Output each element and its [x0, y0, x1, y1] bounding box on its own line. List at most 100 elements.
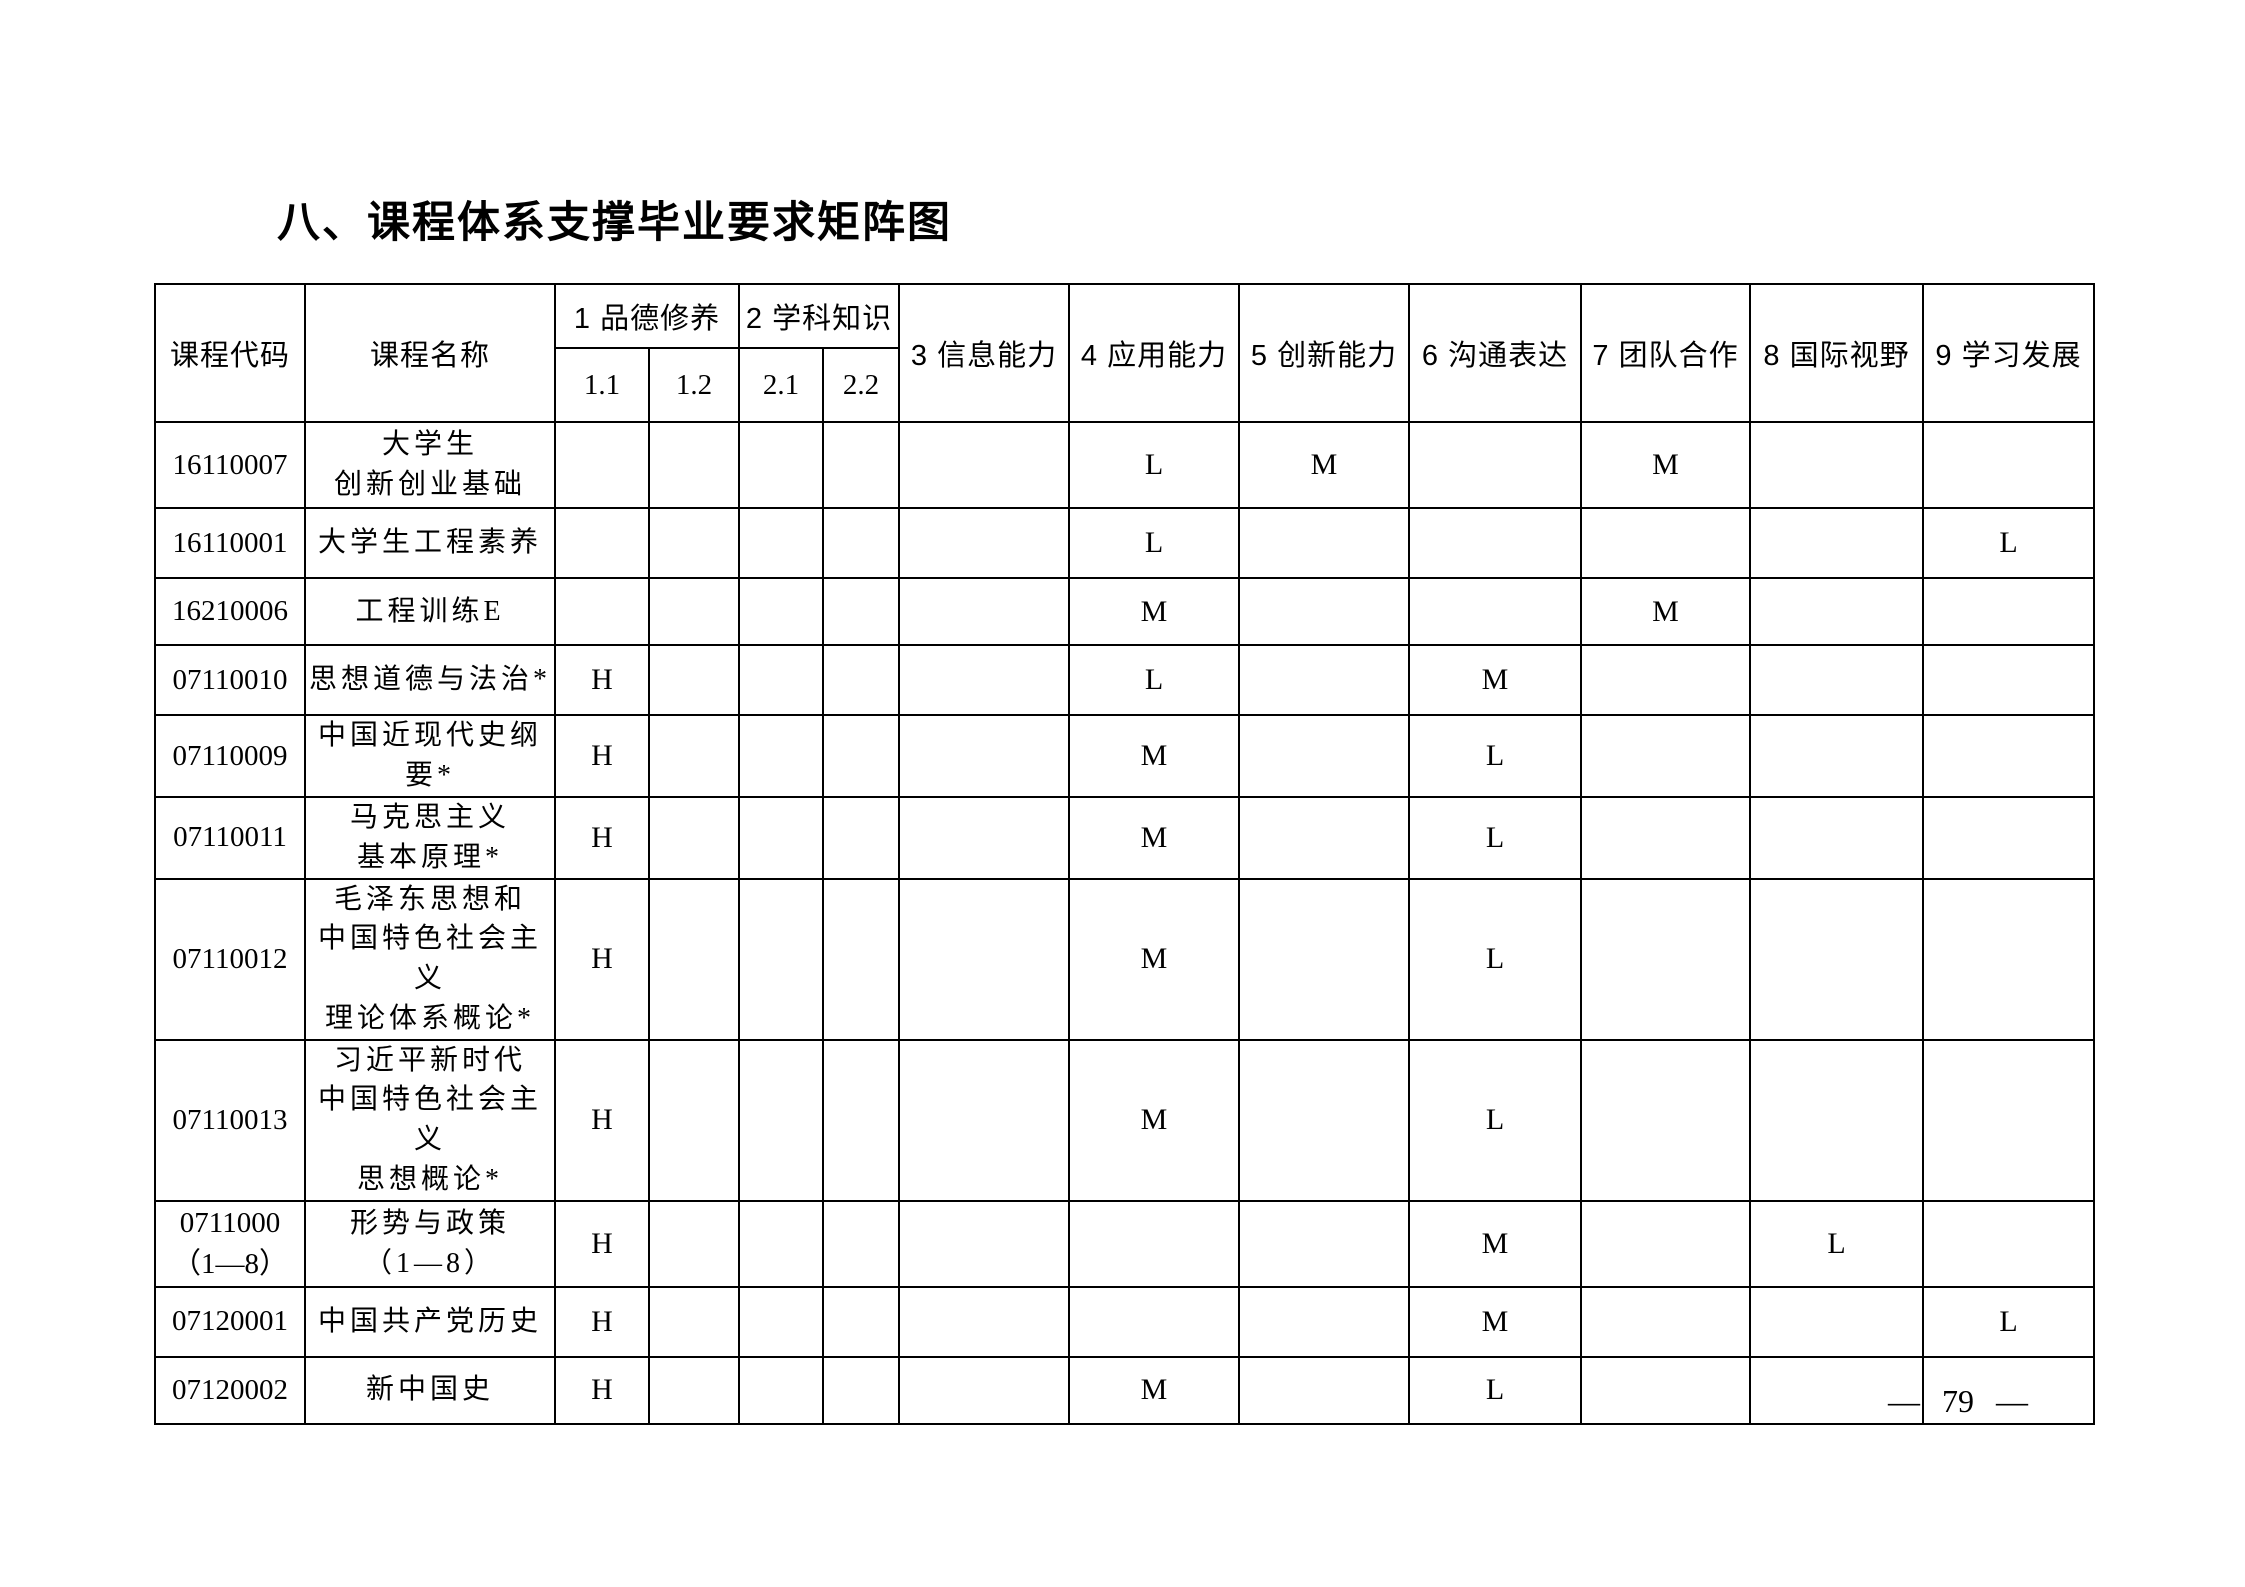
table-row: 0711000 （1—8） 形势与政策 （1—8） H M L — [154, 1199, 2095, 1288]
header-col-7: 7 团队合作 — [1580, 283, 1751, 423]
course-name-line: 中国共产党历史 — [317, 1305, 542, 1337]
matrix-value-cell: M — [1068, 1355, 1240, 1425]
matrix-value-cell — [738, 421, 824, 509]
matrix-value-cell — [738, 1355, 824, 1425]
matrix-value-cell: H — [554, 714, 650, 798]
course-name-cell: 中国近现代史纲要* — [304, 714, 556, 798]
matrix-value-cell: M — [1068, 577, 1240, 646]
course-name-line: 思想概论* — [356, 1163, 503, 1195]
matrix-value-cell: H — [554, 1285, 650, 1358]
course-code-cell: 0711000 （1—8） — [154, 1199, 306, 1288]
header-sub-2.1: 2.1 — [738, 347, 824, 423]
matrix-value-cell: L — [1408, 1355, 1582, 1425]
matrix-value-cell — [738, 714, 824, 798]
matrix-value-cell — [1922, 577, 2095, 646]
matrix-value-cell: L — [1922, 1285, 2095, 1358]
matrix-value-cell: L — [1068, 507, 1240, 579]
header-course-code: 课程代码 — [154, 283, 306, 423]
matrix-table: 课程代码 课程名称 1 品德修养 2 学科知识 3 信息能力 4 应用能力 5 创新能力 6 … — [154, 283, 2095, 1425]
matrix-value-cell — [898, 507, 1070, 579]
matrix-value-cell — [648, 577, 740, 646]
matrix-value-cell — [822, 795, 900, 880]
matrix-value-cell — [1580, 795, 1751, 880]
matrix-value-cell — [1922, 877, 2095, 1041]
course-name-cell: 大学生工程素养 — [304, 507, 556, 579]
section-title: 八、课程体系支撑毕业要求矩阵图 — [277, 199, 952, 247]
course-code-line: 07110012 — [172, 942, 288, 975]
course-name-line: 大学生工程素养 — [317, 527, 542, 559]
matrix-value-cell — [898, 1355, 1070, 1425]
course-name-line: 理论体系概论* — [324, 1002, 535, 1034]
course-code-line: 07110010 — [172, 663, 288, 696]
matrix-value-cell — [1238, 877, 1410, 1041]
matrix-value-cell — [1749, 1285, 1924, 1358]
course-name-cell: 大学生 创新创业基础 — [304, 421, 556, 509]
matrix-value-cell — [1580, 1038, 1751, 1202]
matrix-value-cell: L — [1068, 421, 1240, 509]
header-col-5: 5 创新能力 — [1238, 283, 1410, 423]
matrix-value-cell — [648, 421, 740, 509]
matrix-value-cell — [1238, 577, 1410, 646]
header-col-4: 4 应用能力 — [1068, 283, 1240, 423]
matrix-value-cell — [648, 1199, 740, 1288]
course-name-line: 创新创业基础 — [333, 469, 526, 500]
matrix-value-cell — [1749, 1355, 1924, 1425]
matrix-value-cell: M — [1068, 1038, 1240, 1202]
course-name-cell: 马克思主义基本原理* — [304, 795, 556, 880]
course-code-line: 07120001 — [172, 1305, 288, 1338]
matrix-value-cell — [822, 1285, 900, 1358]
matrix-value-cell: M — [1408, 1285, 1582, 1358]
course-name-line: 中国近现代史纲要* — [317, 720, 542, 791]
course-name-cell: 思想道德与法治* — [304, 644, 556, 716]
matrix-value-cell — [822, 1199, 900, 1288]
course-code-line: 16110001 — [172, 526, 288, 559]
matrix-value-cell: M — [1580, 577, 1751, 646]
matrix-value-cell — [1749, 421, 1924, 509]
matrix-value-cell: H — [554, 1038, 650, 1202]
matrix-value-cell: L — [1408, 1038, 1582, 1202]
matrix-value-cell — [648, 1355, 740, 1425]
course-code-cell: 16110007 — [154, 421, 306, 509]
header-col-3: 3 信息能力 — [898, 283, 1070, 423]
table-row: 07110011 马克思主义 基本原理* H M L — [154, 795, 2095, 880]
course-name-cell: 新中国史 — [304, 1355, 556, 1425]
table-row: 16210006 工程训练E M M — [154, 577, 2095, 646]
matrix-value-cell — [1238, 1285, 1410, 1358]
course-name-line: 马克思主义 — [349, 801, 510, 833]
matrix-value-cell — [822, 577, 900, 646]
matrix-value-cell — [1749, 795, 1924, 880]
course-name-line: 形势与政策 — [349, 1207, 510, 1239]
course-name-line: 大学生 — [381, 429, 478, 461]
table-row: 07110009 中国近现代史纲要* H M L — [154, 714, 2095, 798]
matrix-value-cell — [822, 1038, 900, 1202]
matrix-value-cell — [648, 1285, 740, 1358]
header-col-9: 9 学习发展 — [1922, 283, 2095, 423]
matrix-value-cell: M — [1238, 421, 1410, 509]
header-course-name: 课程名称 — [304, 283, 556, 423]
matrix-value-cell: L — [1408, 877, 1582, 1041]
matrix-value-cell — [1238, 507, 1410, 579]
matrix-value-cell: M — [1068, 714, 1240, 798]
matrix-value-cell — [1749, 1038, 1924, 1202]
matrix-value-cell — [738, 644, 824, 716]
course-code-line: 07110013 — [172, 1103, 288, 1136]
course-code-line: 07110009 — [172, 739, 288, 772]
course-code-cell: 16110001 — [154, 507, 306, 579]
matrix-value-cell — [1922, 1199, 2095, 1288]
matrix-value-cell: H — [554, 644, 650, 716]
table-row: 16110001 大学生工程素养 L L — [154, 507, 2095, 579]
matrix-value-cell — [898, 1285, 1070, 1358]
matrix-value-cell — [1749, 577, 1924, 646]
matrix-value-cell — [738, 577, 824, 646]
matrix-value-cell — [1068, 1199, 1240, 1288]
matrix-value-cell — [822, 421, 900, 509]
matrix-value-cell: L — [1408, 795, 1582, 880]
matrix-value-cell — [738, 877, 824, 1041]
course-code-cell: 07120002 — [154, 1355, 306, 1425]
matrix-value-cell — [1749, 644, 1924, 716]
matrix-value-cell — [554, 577, 650, 646]
matrix-value-cell — [1580, 507, 1751, 579]
matrix-value-cell — [822, 877, 900, 1041]
course-name-cell: 习近平新时代 中国特色社会主义 思想概论* — [304, 1038, 556, 1202]
course-name-line: 基本原理* — [356, 841, 503, 873]
